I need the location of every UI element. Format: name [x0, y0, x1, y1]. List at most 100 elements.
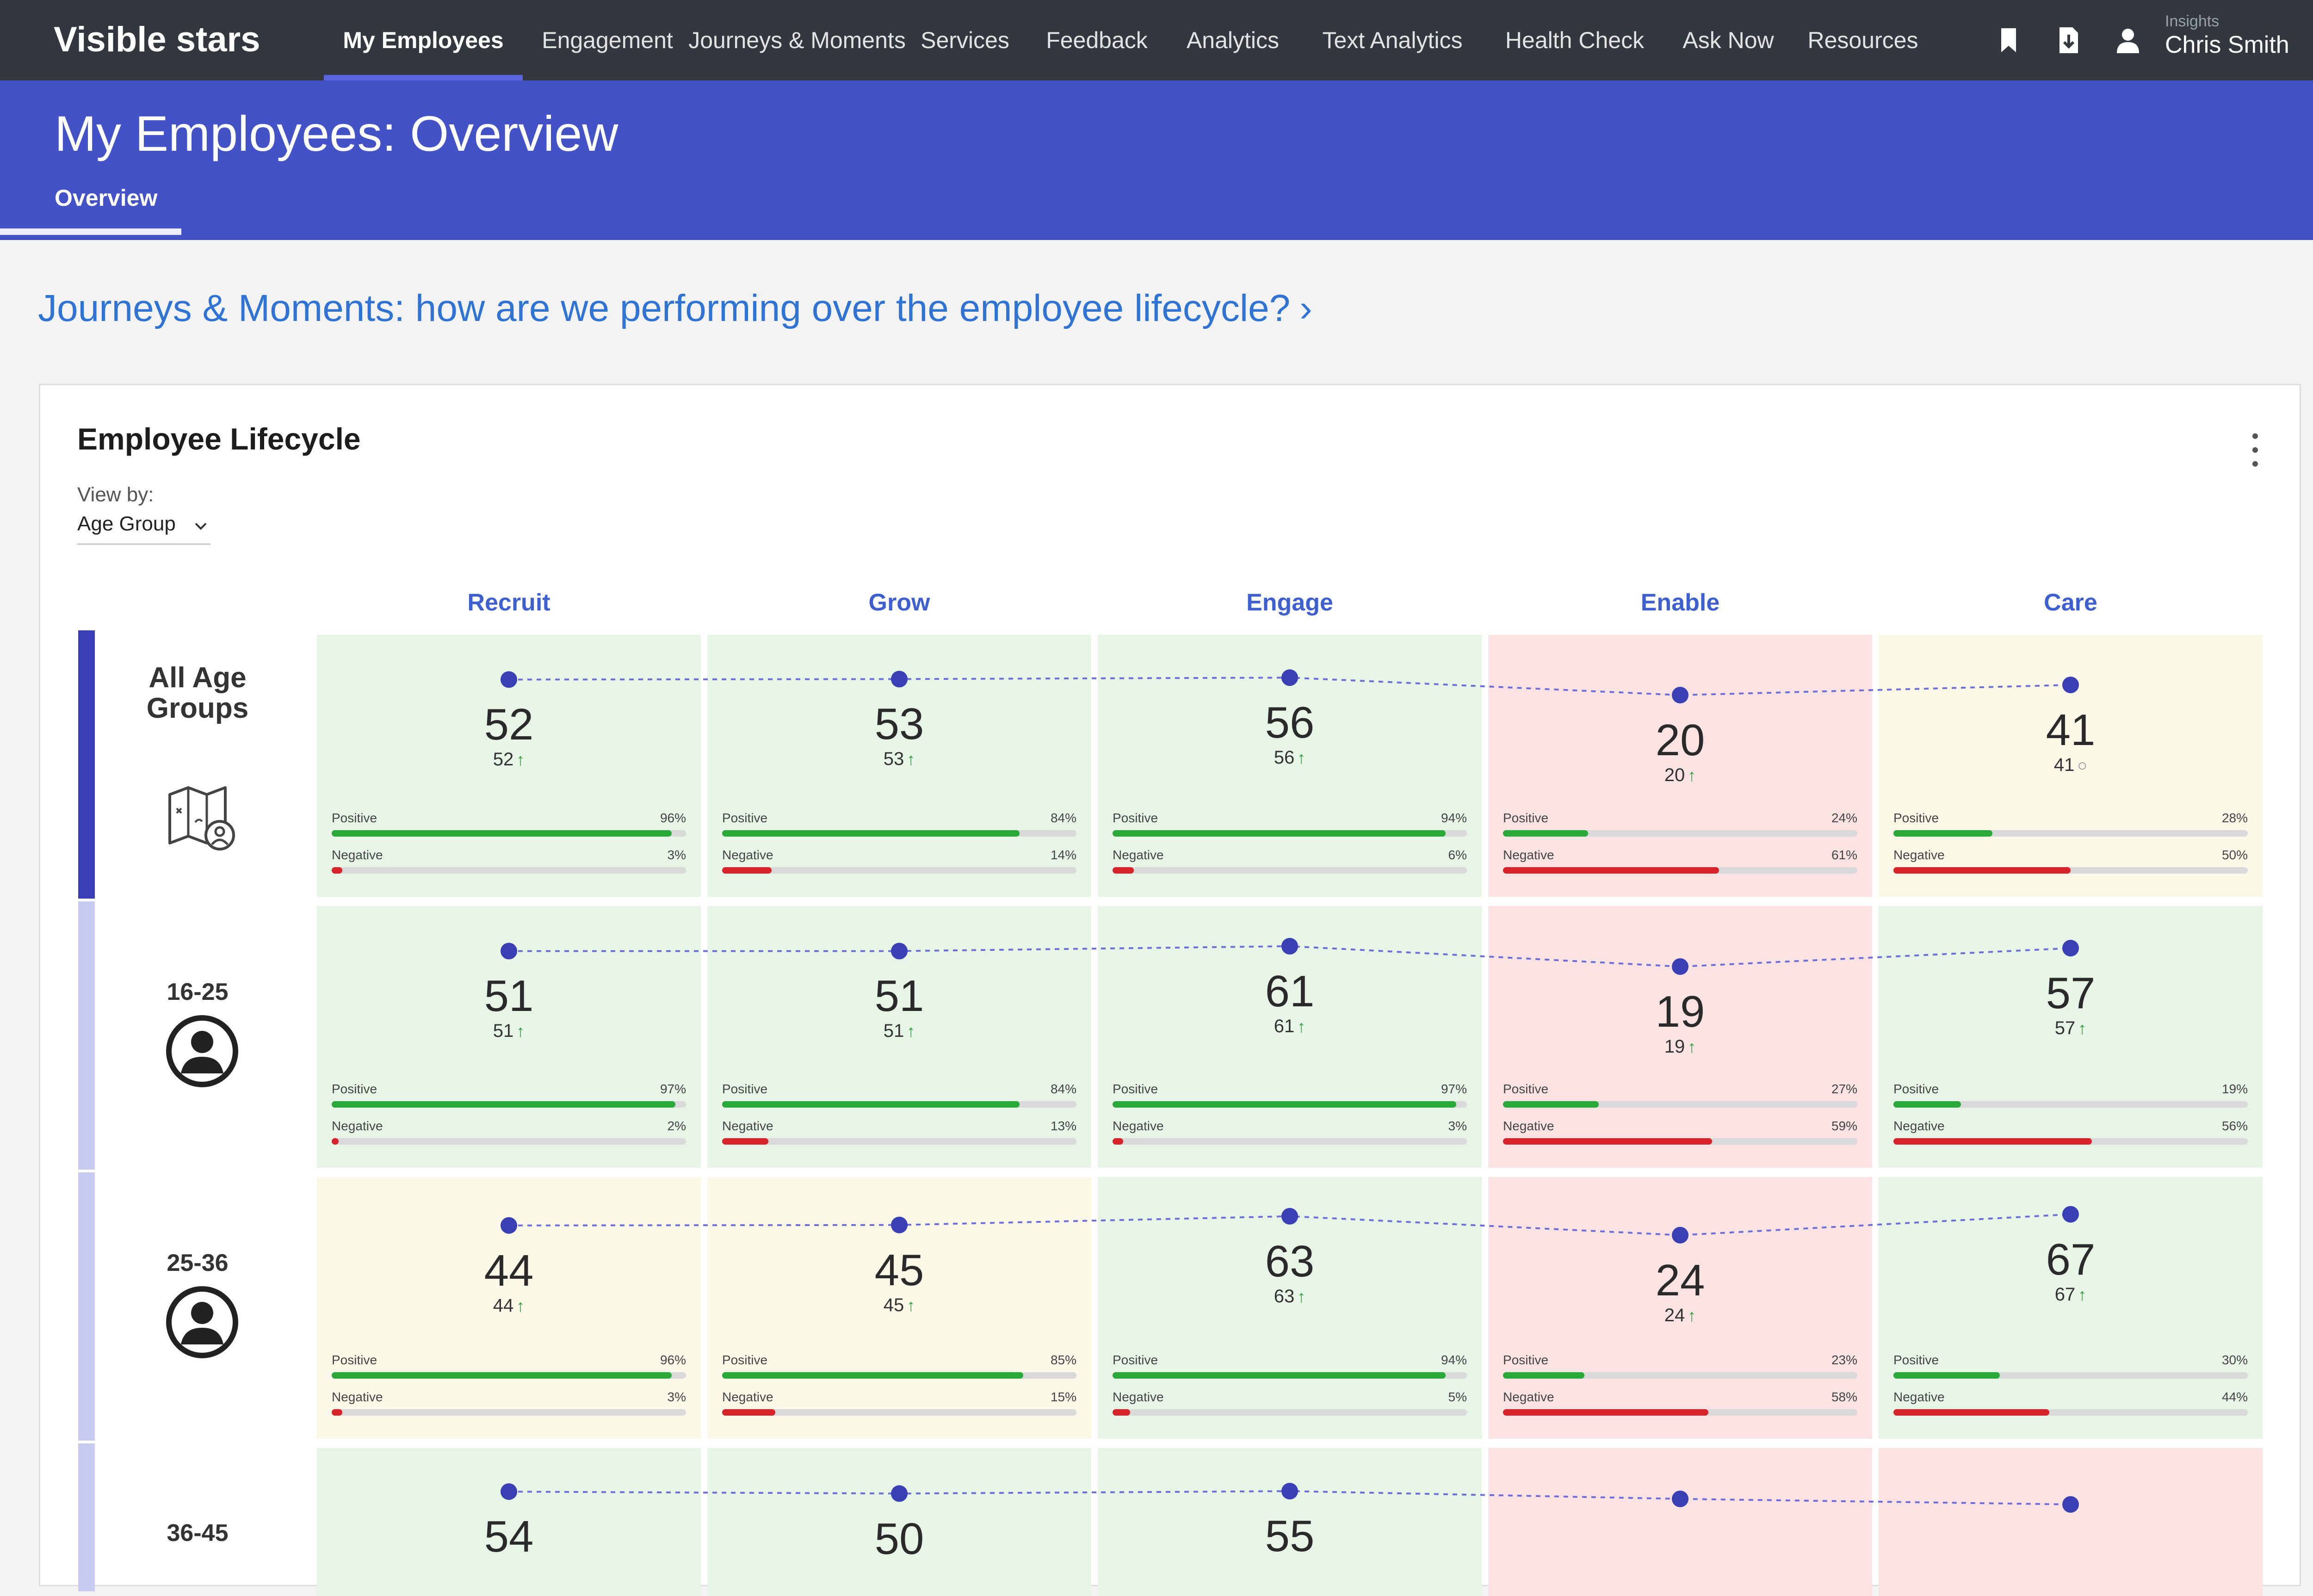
score-cell-grow[interactable]: 45 45 ↑ Positive 85% Negative 15%: [707, 1177, 1091, 1439]
tab-overview-indicator: [0, 228, 181, 235]
score-previous: 61 ↑: [1098, 1016, 1482, 1037]
positive-percent: 28%: [2221, 811, 2248, 825]
kebab-menu-icon[interactable]: [2251, 431, 2259, 468]
row-label-16-25: 16-25: [167, 979, 229, 1005]
nav-my-employees[interactable]: My Employees: [324, 0, 523, 80]
score-value: 51: [874, 971, 924, 1021]
row-accent-all: [78, 630, 95, 899]
column-header-enable: Enable: [1640, 589, 1720, 616]
negative-bar-fill: [332, 1138, 339, 1145]
journeys-moments-link[interactable]: Journeys & Moments: how are we performin…: [38, 287, 1312, 330]
score-cell-engage[interactable]: 63 63 ↑ Positive 94% Negative 5%: [1098, 1177, 1482, 1439]
score-cell-care[interactable]: 41 41 ○ Positive 28% Negative 50%: [1879, 635, 2263, 897]
score-value: 61: [1265, 966, 1315, 1016]
score-cell-recruit[interactable]: 51 51 ↑ Positive 97% Negative 2%: [317, 906, 701, 1168]
row-label-all-age-groups: All Age Groups: [146, 662, 249, 724]
score-cell-grow[interactable]: 53 53 ↑ Positive 84% Negative 14%: [707, 635, 1091, 897]
negative-percent: 58%: [1831, 1390, 1857, 1404]
score-previous-value: 19: [1664, 1036, 1685, 1057]
brand-logo[interactable]: Visible stars: [54, 20, 260, 59]
score-cell-care[interactable]: 57 57 ↑ Positive 19% Negative 56%: [1879, 906, 2263, 1168]
score-cell-engage[interactable]: 55: [1098, 1448, 1482, 1596]
score-cell-care[interactable]: [1879, 1448, 2263, 1596]
trend-up-icon: ↑: [516, 1296, 525, 1315]
positive-label: Positive: [1503, 1082, 1549, 1096]
negative-label: Negative: [1503, 1119, 1554, 1133]
positive-label: Positive: [722, 1082, 768, 1096]
score-cell-grow[interactable]: 50: [707, 1448, 1091, 1596]
positive-bar-track: [722, 1372, 1076, 1379]
negative-percent: 44%: [2221, 1390, 2248, 1404]
score-cell-enable[interactable]: 19 19 ↑ Positive 27% Negative 59%: [1488, 906, 1872, 1168]
nav-feedback[interactable]: Feedback: [1046, 27, 1148, 53]
negative-bar-fill: [1113, 867, 1134, 874]
score-previous: 51 ↑: [707, 1020, 1091, 1042]
score-value: 45: [874, 1245, 924, 1295]
negative-bar-fill: [1893, 1138, 2092, 1145]
score-cell-recruit[interactable]: 52 52 ↑ Positive 96% Negative 3%: [317, 635, 701, 897]
card-title: Employee Lifecycle: [77, 422, 361, 456]
negative-bar-fill: [1503, 1138, 1712, 1145]
positive-percent: 24%: [1831, 811, 1857, 825]
negative-label: Negative: [1113, 848, 1164, 862]
positive-bar-fill: [1503, 830, 1588, 837]
negative-bar-fill: [1113, 1409, 1131, 1416]
negative-bar-track: [1113, 1409, 1467, 1416]
negative-bar-fill: [1113, 1138, 1123, 1145]
negative-percent: 56%: [2221, 1119, 2248, 1133]
positive-bar-fill: [332, 1101, 676, 1108]
negative-bar-fill: [1503, 1409, 1709, 1416]
nav-engagement[interactable]: Engagement: [542, 27, 673, 53]
tab-overview[interactable]: Overview: [55, 185, 158, 211]
negative-bar-fill: [332, 867, 342, 874]
trend-up-icon: ↑: [1688, 1306, 1696, 1325]
score-cell-recruit[interactable]: 44 44 ↑ Positive 96% Negative 3%: [317, 1177, 701, 1439]
trend-up-icon: ↑: [2078, 1285, 2087, 1304]
score-previous-value: 41: [2053, 754, 2075, 775]
positive-percent: 27%: [1831, 1082, 1857, 1096]
score-cell-grow[interactable]: 51 51 ↑ Positive 84% Negative 13%: [707, 906, 1091, 1168]
positive-label: Positive: [722, 811, 768, 825]
nav-analytics[interactable]: Analytics: [1186, 27, 1280, 53]
score-previous-value: 53: [883, 749, 904, 770]
export-icon[interactable]: [2054, 25, 2084, 55]
positive-bar-track: [1893, 1372, 2248, 1379]
bookmark-icon[interactable]: [1994, 25, 2023, 55]
nav-resources[interactable]: Resources: [1807, 27, 1918, 53]
score-value: 54: [484, 1512, 534, 1562]
score-cell-enable[interactable]: 24 24 ↑ Positive 23% Negative 58%: [1488, 1177, 1872, 1439]
negative-label: Negative: [1503, 1390, 1554, 1404]
negative-bar-track: [1503, 1409, 1857, 1416]
positive-bar-fill: [1893, 1372, 2000, 1379]
nav-text-analytics[interactable]: Text Analytics: [1322, 27, 1463, 53]
row-accent-25-36: [78, 1172, 95, 1441]
nav-journeys-moments[interactable]: Journeys & Moments: [688, 27, 906, 53]
score-value: 56: [1265, 698, 1315, 748]
score-cell-enable[interactable]: 20 20 ↑ Positive 24% Negative 61%: [1488, 635, 1872, 897]
trend-up-icon: ↑: [1297, 748, 1306, 768]
negative-bar-fill: [1893, 867, 2071, 874]
chevron-right-icon: ›: [1299, 287, 1312, 329]
view-by-dropdown[interactable]: Age Group: [77, 512, 210, 545]
score-cell-enable[interactable]: [1488, 1448, 1872, 1596]
user-icon[interactable]: [2113, 25, 2143, 55]
negative-bar-fill: [722, 1138, 768, 1145]
positive-percent: 30%: [2221, 1353, 2248, 1367]
score-value: 50: [874, 1514, 924, 1564]
score-cell-recruit[interactable]: 54: [317, 1448, 701, 1596]
nav-ask-now[interactable]: Ask Now: [1682, 27, 1774, 53]
positive-label: Positive: [722, 1353, 768, 1367]
negative-bar-fill: [332, 1409, 342, 1416]
score-cell-care[interactable]: 67 67 ↑ Positive 30% Negative 44%: [1879, 1177, 2263, 1439]
negative-bar-track: [1113, 1138, 1467, 1145]
score-cell-engage[interactable]: 61 61 ↑ Positive 97% Negative 3%: [1098, 906, 1482, 1168]
nav-services[interactable]: Services: [921, 27, 1009, 53]
negative-percent: 14%: [1050, 848, 1076, 862]
employee-lifecycle-card: Employee Lifecycle View by: Age Group Re…: [39, 384, 2301, 1596]
nav-health-check[interactable]: Health Check: [1505, 27, 1645, 53]
positive-percent: 23%: [1831, 1353, 1857, 1367]
view-by-value: Age Group: [77, 512, 176, 535]
score-cell-engage[interactable]: 56 56 ↑ Positive 94% Negative 6%: [1098, 635, 1482, 897]
user-menu[interactable]: Insights Chris Smith: [2165, 12, 2289, 59]
score-value: 51: [484, 971, 534, 1021]
